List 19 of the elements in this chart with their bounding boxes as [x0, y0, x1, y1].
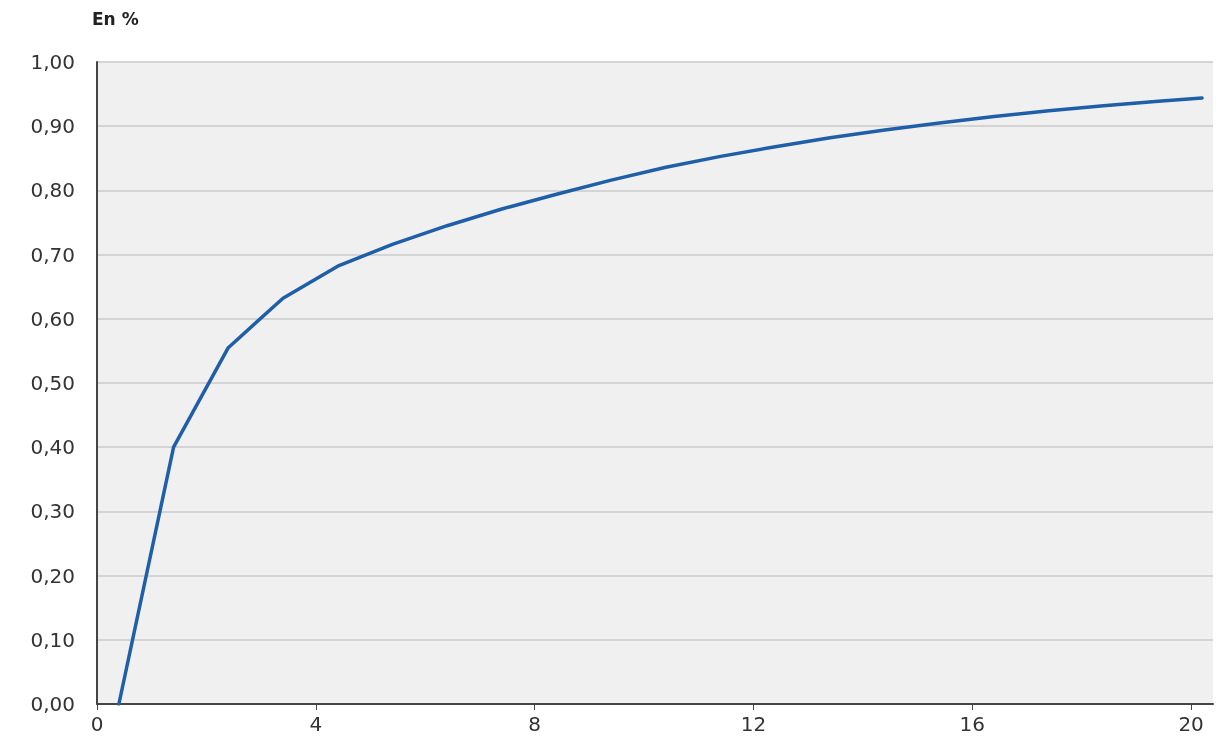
y-tick-label: 0,20	[30, 563, 75, 588]
y-tick-label: 0,80	[30, 178, 75, 203]
x-tick-label: 4	[309, 712, 323, 736]
y-tick-label: 0,10	[30, 627, 75, 652]
y-tick-label: 0,50	[30, 371, 75, 395]
x-tick-label: 0	[90, 712, 104, 736]
line-series	[117, 96, 1204, 706]
x-tick-label: 8	[528, 712, 542, 736]
y-tick-label: 0,40	[30, 435, 75, 460]
y-axis-title: En %	[92, 8, 139, 29]
x-tick-label: 12	[740, 712, 767, 736]
y-tick-label: 0,90	[30, 114, 75, 139]
y-tick-label: 1,00	[30, 50, 75, 74]
x-tick-label: 20	[1178, 712, 1204, 736]
y-tick-label: 0,30	[30, 499, 75, 524]
y-tick-label: 0,00	[30, 692, 75, 716]
x-tick-label: 16	[959, 712, 986, 736]
y-tick-label: 0,60	[30, 306, 75, 331]
y-tick-label: 0,70	[30, 242, 75, 267]
